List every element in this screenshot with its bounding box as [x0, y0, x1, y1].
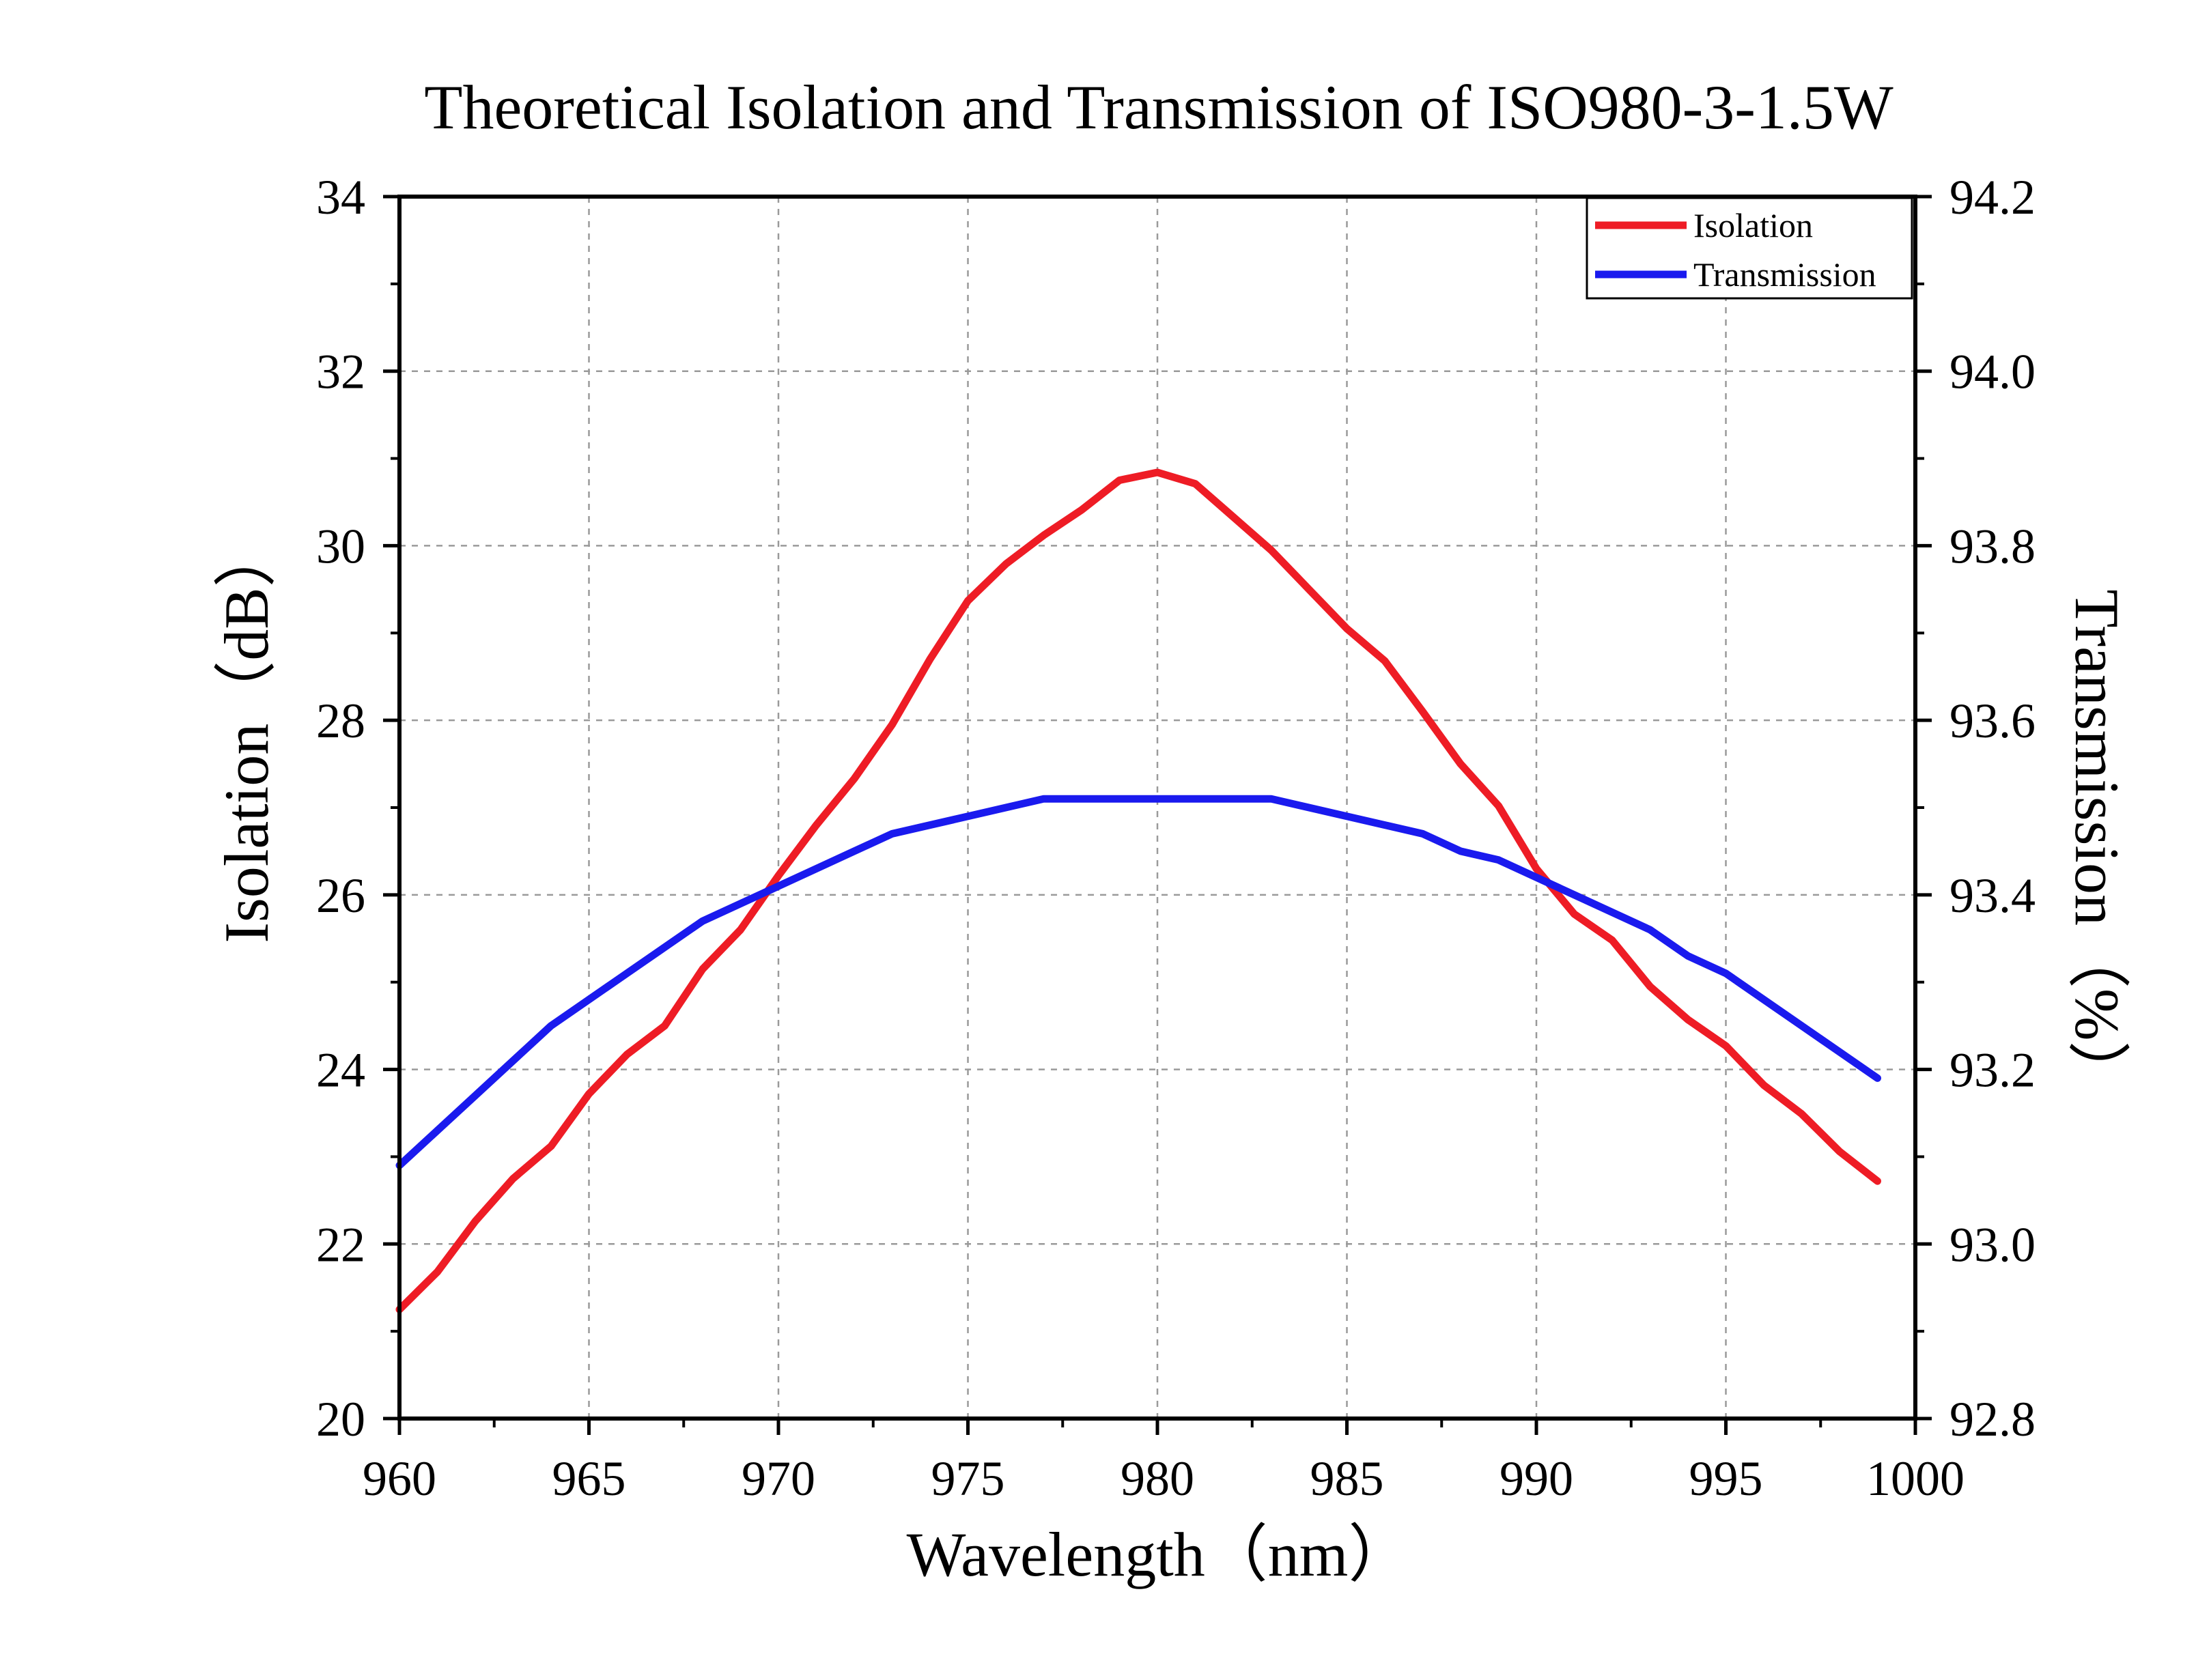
series-line-transmission: [395, 795, 1881, 1169]
x-tick-label: 975: [931, 1451, 1005, 1506]
y2-tick-label: 94.2: [1949, 170, 2036, 225]
series-layer: [395, 468, 1881, 1313]
axis-ticks: [383, 195, 1932, 1435]
y2-tick-label: 93.2: [1949, 1043, 2036, 1098]
tick-labels: 960 965 970 975 980 985 990 995 1000 20 22 24 26 28 30…: [316, 170, 2036, 1506]
y2-axis-label: Transmission（%）: [2062, 589, 2132, 1103]
chart-title: Theoretical Isolation and Transmission o…: [424, 72, 1894, 142]
y-tick-label: 32: [316, 345, 365, 399]
legend-box: [1586, 197, 1913, 300]
plot-frame: [397, 195, 1917, 1421]
y-tick-label: 24: [316, 1043, 365, 1098]
y-tick-label: 28: [316, 694, 365, 748]
x-tick-label: 965: [552, 1451, 626, 1506]
y2-tick-label: 93.0: [1949, 1217, 2036, 1272]
x-axis-label: Wavelength（nm）: [907, 1520, 1411, 1589]
y2-tick-label: 93.4: [1949, 868, 2036, 923]
x-tick-label: 990: [1500, 1451, 1573, 1506]
x-tick-label: 970: [742, 1451, 815, 1506]
series-line-isolation: [395, 468, 1881, 1313]
x-tick-label: 995: [1689, 1451, 1763, 1506]
legend-label-transmission: Transmission: [1693, 255, 1876, 294]
y-tick-label: 30: [316, 519, 365, 573]
legend-label-isolation: Isolation: [1693, 206, 1813, 244]
y-tick-label: 22: [316, 1217, 365, 1272]
y2-tick-label: 93.6: [1949, 694, 2036, 748]
grid: [399, 197, 1915, 1419]
x-tick-label: 1000: [1866, 1451, 1965, 1506]
y2-tick-label: 93.8: [1949, 519, 2036, 573]
legend: Isolation Transmission: [1586, 197, 1913, 300]
y-axis-label: Isolation（dB）: [212, 524, 281, 943]
x-tick-label: 980: [1121, 1451, 1194, 1506]
y-tick-label: 20: [316, 1392, 365, 1447]
x-tick-label: 985: [1310, 1451, 1384, 1506]
y2-tick-label: 92.8: [1949, 1392, 2036, 1447]
y-tick-label: 26: [316, 868, 365, 923]
x-tick-label: 960: [363, 1451, 436, 1506]
y-tick-label: 34: [316, 170, 365, 225]
y2-tick-label: 94.0: [1949, 345, 2036, 399]
